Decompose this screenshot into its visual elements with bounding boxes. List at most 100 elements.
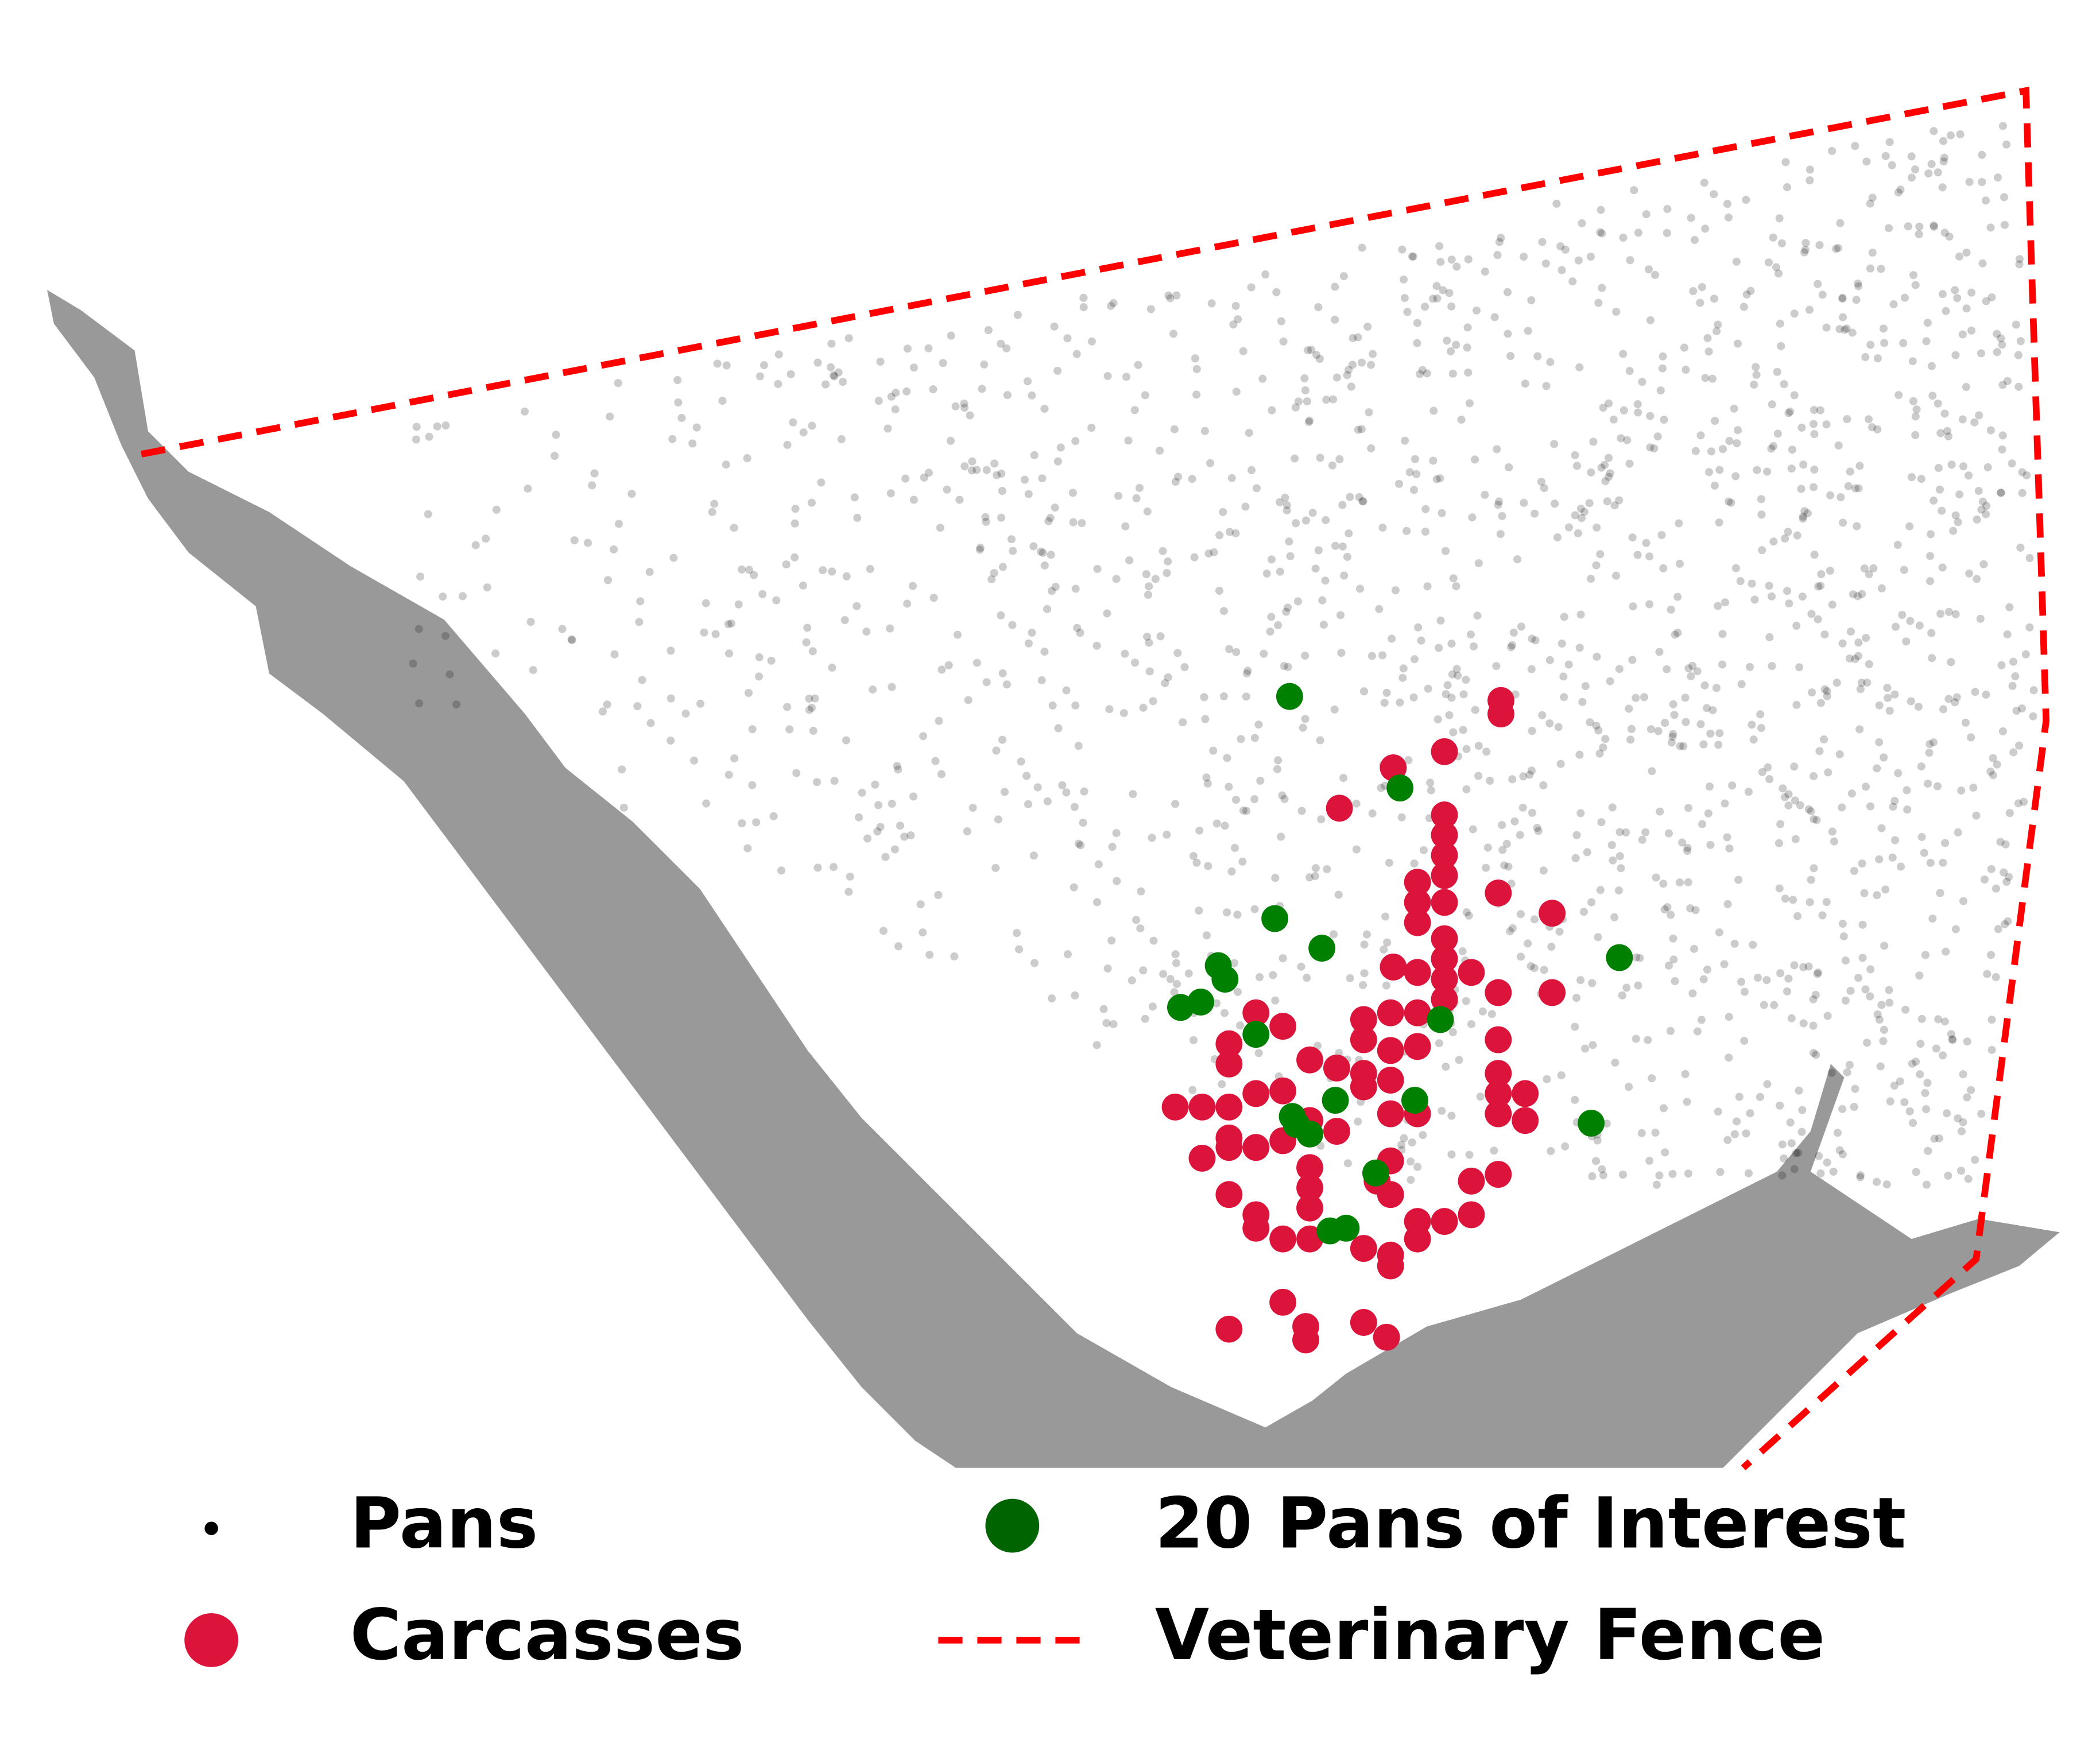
pan <box>1983 970 1991 978</box>
pan <box>1221 1009 1229 1017</box>
pan <box>1271 874 1280 882</box>
pan <box>1449 728 1458 737</box>
pan <box>1795 663 1804 672</box>
pan <box>1892 622 1900 631</box>
carcass <box>1431 822 1458 849</box>
pan <box>1626 256 1634 265</box>
carcass <box>1431 925 1458 952</box>
pan <box>1285 537 1293 546</box>
pan <box>978 385 986 393</box>
pan <box>1923 1079 1932 1087</box>
pan <box>1399 275 1408 284</box>
pan <box>1940 409 1949 418</box>
pan <box>1473 306 1481 315</box>
pan <box>1594 299 1603 307</box>
pan <box>1223 754 1231 762</box>
carcass <box>1242 1080 1270 1107</box>
pan <box>1335 455 1344 464</box>
pan <box>1300 374 1309 383</box>
pan <box>1610 913 1619 921</box>
pan <box>1838 293 1847 302</box>
pan <box>935 716 943 725</box>
pan <box>1777 342 1785 350</box>
pan <box>1593 523 1601 532</box>
pan <box>1894 769 1903 777</box>
pan <box>1503 288 1512 297</box>
pan <box>1337 649 1346 657</box>
pan <box>743 454 751 463</box>
pan <box>2003 377 2012 385</box>
pan <box>1188 475 1196 483</box>
pan <box>1109 1020 1118 1028</box>
pan <box>1171 478 1180 486</box>
pan <box>1843 1068 1851 1076</box>
pan <box>1201 715 1210 723</box>
pan <box>1366 361 1376 369</box>
pan <box>1978 150 1986 159</box>
pan <box>1663 228 1671 237</box>
pan <box>1212 999 1221 1008</box>
pan <box>1838 1105 1847 1113</box>
pan <box>627 490 636 498</box>
pan <box>1615 828 1624 836</box>
pan <box>853 513 862 522</box>
pan <box>1363 322 1372 331</box>
pan <box>1757 723 1766 733</box>
pan <box>1781 793 1789 801</box>
pan <box>1130 406 1139 414</box>
pan <box>1684 1169 1692 1178</box>
pan <box>1855 725 1864 734</box>
pan <box>1474 742 1483 750</box>
pan <box>1866 965 1875 974</box>
pan <box>1505 463 1513 472</box>
pan <box>783 440 792 449</box>
pan <box>1858 859 1866 868</box>
pan <box>1283 501 1291 509</box>
pan <box>1074 742 1083 750</box>
pan <box>1784 409 1793 417</box>
pan <box>850 493 859 502</box>
pan <box>1215 531 1224 540</box>
pan <box>1835 1146 1844 1155</box>
carcass <box>1404 959 1431 986</box>
pan <box>1578 698 1587 706</box>
pan <box>1977 349 1985 358</box>
pan <box>1693 1027 1702 1036</box>
carcass <box>1373 1323 1400 1351</box>
pan <box>1156 446 1164 455</box>
carcass <box>1377 1252 1404 1280</box>
pan <box>1343 552 1352 561</box>
pan <box>1965 471 1973 480</box>
pan <box>1447 640 1456 648</box>
pan <box>1884 694 1892 702</box>
pan <box>1731 472 1740 481</box>
carcass <box>1350 1235 1377 1262</box>
pan <box>1640 693 1649 702</box>
pan <box>1417 636 1425 645</box>
pan <box>1791 796 1799 805</box>
pan <box>1850 866 1858 876</box>
pan <box>1723 833 1731 842</box>
pan <box>2020 797 2028 806</box>
carcass <box>1431 889 1458 916</box>
pan <box>854 813 863 822</box>
pan <box>2009 748 2018 757</box>
pan <box>1785 599 1793 608</box>
pan <box>1668 1169 1677 1178</box>
pan <box>881 853 890 861</box>
pan <box>1408 252 1417 261</box>
pan <box>1227 867 1236 876</box>
pan <box>1826 491 1835 499</box>
pan <box>1352 799 1361 808</box>
pan <box>1551 499 1559 508</box>
pan <box>1816 1169 1825 1177</box>
pan <box>1798 1106 1807 1114</box>
pan <box>1247 466 1256 474</box>
pan <box>1345 366 1353 374</box>
pan <box>960 404 969 412</box>
pan <box>1807 807 1815 816</box>
pan <box>1902 637 1911 646</box>
pan <box>1579 908 1588 916</box>
pan <box>1686 904 1695 913</box>
pan <box>1865 660 1873 668</box>
